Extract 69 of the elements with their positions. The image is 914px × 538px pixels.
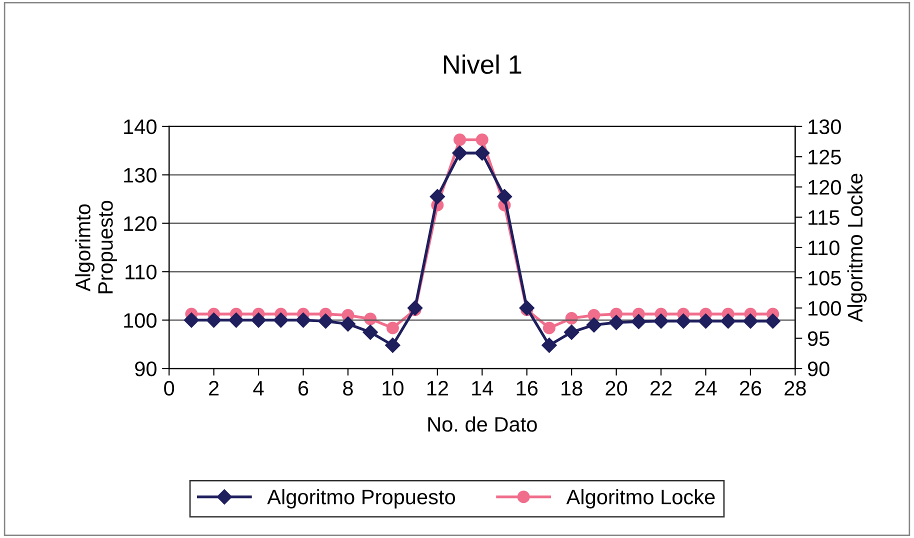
point: [496, 189, 512, 204]
x-tick-label: 8: [343, 380, 353, 396]
point: [228, 312, 244, 328]
y2-tick-label: 115: [808, 210, 840, 225]
y2-tick-label: 130: [808, 119, 841, 134]
x-tick-label: 6: [298, 380, 308, 396]
y2-tick-label: 100: [808, 301, 841, 316]
x-tick-label: 0: [164, 380, 174, 396]
y-axis-title: Algorimto Propuesto: [75, 200, 117, 294]
legend-label: Algoritmo Locke: [566, 489, 715, 508]
point: [476, 133, 488, 146]
point: [273, 312, 288, 328]
point: [362, 324, 378, 340]
y-tick-label: 100: [124, 313, 156, 328]
point: [742, 314, 758, 329]
x-tick-label: 26: [740, 380, 762, 396]
x-tick-label: 18: [562, 380, 582, 396]
point: [340, 316, 356, 332]
x-tick-label: 14: [472, 381, 494, 396]
point: [542, 338, 557, 353]
legend-label: Algoritmo Propuesto: [267, 489, 455, 508]
y-tick-label: 110: [126, 264, 156, 280]
point: [542, 322, 556, 334]
point: [519, 300, 534, 316]
point: [586, 317, 602, 333]
y2-tick-label: 110: [808, 240, 840, 256]
point: [318, 314, 334, 329]
point: [407, 300, 423, 316]
x-tick-label: 28: [784, 380, 806, 396]
point: [385, 338, 400, 353]
x-tick-label: 10: [382, 380, 404, 396]
point: [765, 314, 780, 329]
point: [250, 312, 266, 328]
point: [206, 312, 222, 328]
x-tick-label: 4: [253, 381, 264, 396]
y-tick-label: 130: [124, 168, 156, 183]
y-tick-label: 90: [135, 362, 156, 376]
point: [720, 314, 736, 329]
x-tick-label: 16: [516, 380, 538, 396]
point: [676, 314, 691, 329]
y2-axis-title: Algoritmo Locke: [847, 174, 867, 322]
y-tick-label: 140: [124, 119, 156, 134]
point: [184, 312, 200, 328]
point: [653, 314, 669, 329]
x-tick-label: 22: [650, 380, 672, 396]
point: [386, 322, 399, 334]
point: [296, 312, 311, 328]
y2-tick-label: 120: [808, 180, 841, 195]
y2-tick-label: 90: [808, 362, 830, 376]
x-tick-label: 24: [695, 380, 717, 396]
point: [430, 189, 445, 204]
point: [631, 314, 646, 330]
point: [454, 133, 466, 146]
point: [452, 145, 468, 161]
y2-tick-label: 125: [808, 150, 841, 164]
x-tick-label: 12: [427, 380, 448, 396]
x-tick-label: 20: [606, 380, 628, 396]
point: [564, 324, 580, 340]
x-tick-label: 2: [209, 380, 219, 396]
x-axis-title: No. de Dato: [428, 416, 537, 432]
point: [474, 145, 490, 161]
y2-tick-label: 95: [808, 331, 830, 346]
point: [698, 314, 714, 329]
point: [608, 314, 624, 330]
point: [565, 312, 578, 325]
point: [364, 312, 377, 326]
chart-title: Nivel 1: [444, 54, 522, 74]
y2-tick-label: 105: [808, 270, 841, 286]
y-tick-label: 120: [124, 216, 156, 232]
